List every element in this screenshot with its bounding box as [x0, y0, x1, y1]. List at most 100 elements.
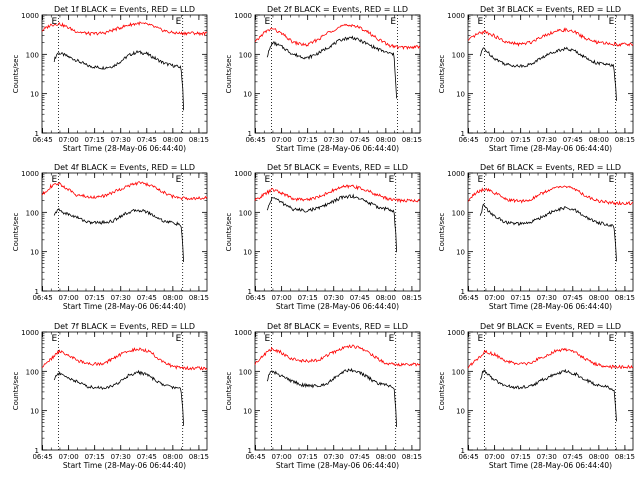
x-tick-label: 08:00 — [589, 453, 609, 461]
y-tick-label: 100 — [452, 209, 465, 217]
x-tick-label: 07:30 — [324, 294, 344, 302]
x-tick-label: 06:45 — [245, 453, 265, 461]
panel-title: Det 7f BLACK = Events, RED = LLD — [54, 322, 195, 331]
plot-frame — [254, 172, 421, 292]
x-tick-label: 07:00 — [272, 453, 292, 461]
panel-det-4: Det 4f BLACK = Events, RED = LLD 1 10 100 10… — [12, 163, 209, 311]
event-marker-label: E — [52, 17, 58, 27]
x-tick-label: 06:45 — [458, 136, 478, 144]
x-tick-label: 06:45 — [32, 453, 52, 461]
x-tick-label: 08:15 — [615, 136, 635, 144]
x-tick-label: 08:00 — [376, 136, 396, 144]
x-tick-label: 07:15 — [298, 453, 318, 461]
event-marker-label: E — [609, 175, 615, 185]
x-tick-label: 08:00 — [376, 453, 396, 461]
y-axis-label: Counts/sec — [225, 55, 233, 94]
x-axis-label: Start Time (28-May-06 06:44:40) — [489, 461, 612, 470]
x-tick-label: 08:15 — [189, 294, 209, 302]
x-axis-label: Start Time (28-May-06 06:44:40) — [63, 144, 186, 153]
x-tick-label: 07:00 — [485, 294, 505, 302]
x-tick-label: 07:00 — [59, 136, 79, 144]
x-tick-label: 08:15 — [189, 453, 209, 461]
panel-det-6: Det 6f BLACK = Events, RED = LLD 1 10 100 10… — [438, 163, 635, 311]
x-axis-label: Start Time (28-May-06 06:44:40) — [489, 302, 612, 311]
x-axis-label: Start Time (28-May-06 06:44:40) — [276, 144, 399, 153]
y-tick-label: 10 — [30, 249, 39, 257]
event-marker-label: E — [390, 17, 396, 27]
series-events — [479, 46, 617, 101]
event-marker-label: E — [176, 334, 182, 344]
x-tick-label: 07:15 — [511, 294, 531, 302]
series-events — [53, 50, 184, 111]
series-lld — [41, 21, 208, 37]
x-tick-label: 07:30 — [537, 453, 557, 461]
y-tick-label: 1000 — [447, 170, 465, 178]
x-axis-label: Start Time (28-May-06 06:44:40) — [276, 302, 399, 311]
panel-title: Det 5f BLACK = Events, RED = LLD — [267, 163, 408, 172]
x-tick-label: 08:15 — [189, 136, 209, 144]
x-tick-label: 06:45 — [458, 453, 478, 461]
y-tick-label: 100 — [239, 368, 252, 376]
x-tick-label: 07:00 — [485, 136, 505, 144]
series-lld — [467, 185, 634, 206]
panel-title: Det 4f BLACK = Events, RED = LLD — [54, 163, 195, 172]
series-events — [53, 369, 184, 426]
x-tick-label: 07:00 — [485, 453, 505, 461]
series-events — [53, 208, 184, 263]
y-tick-label: 1000 — [234, 170, 252, 178]
y-tick-label: 1 — [248, 130, 252, 138]
series-events — [266, 367, 397, 428]
panel-det-9: Det 9f BLACK = Events, RED = LLD 1 10 100 10… — [438, 322, 635, 470]
event-marker-label: E — [478, 17, 484, 27]
y-tick-label: 10 — [30, 408, 39, 416]
y-tick-label: 1 — [461, 288, 465, 296]
x-tick-label: 07:30 — [324, 136, 344, 144]
x-tick-label: 07:00 — [272, 294, 292, 302]
panel-title: Det 6f BLACK = Events, RED = LLD — [480, 163, 621, 172]
x-tick-label: 08:00 — [163, 453, 183, 461]
event-marker-label: E — [609, 17, 615, 27]
y-tick-label: 10 — [30, 91, 39, 99]
y-axis-label: Counts/sec — [12, 213, 20, 252]
event-marker-label: E — [389, 175, 395, 185]
x-tick-label: 07:15 — [298, 294, 318, 302]
y-tick-label: 1000 — [447, 329, 465, 337]
x-tick-label: 08:00 — [163, 294, 183, 302]
y-tick-label: 100 — [452, 368, 465, 376]
x-tick-label: 07:45 — [563, 294, 583, 302]
panel-title: Det 9f BLACK = Events, RED = LLD — [480, 322, 621, 331]
x-tick-label: 07:15 — [85, 136, 105, 144]
y-axis-label: Counts/sec — [12, 55, 20, 94]
y-tick-label: 1 — [248, 288, 252, 296]
plot-frame — [467, 172, 634, 292]
y-tick-label: 10 — [243, 249, 252, 257]
x-tick-label: 07:45 — [137, 294, 157, 302]
x-tick-label: 08:00 — [589, 294, 609, 302]
panel-title: Det 8f BLACK = Events, RED = LLD — [267, 322, 408, 331]
x-tick-label: 07:30 — [324, 453, 344, 461]
plot-frame — [41, 331, 208, 451]
x-tick-label: 07:00 — [59, 294, 79, 302]
x-tick-label: 07:00 — [59, 453, 79, 461]
event-marker-label: E — [176, 17, 182, 27]
series-lld — [254, 184, 421, 204]
x-tick-label: 07:45 — [350, 294, 370, 302]
x-tick-label: 07:45 — [350, 136, 370, 144]
y-tick-label: 100 — [26, 368, 39, 376]
x-tick-label: 07:30 — [111, 453, 131, 461]
x-tick-label: 08:00 — [589, 136, 609, 144]
event-marker-label: E — [265, 334, 271, 344]
plot-frame — [467, 14, 634, 134]
y-tick-label: 10 — [456, 408, 465, 416]
x-tick-label: 07:00 — [272, 136, 292, 144]
panel-det-8: Det 8f BLACK = Events, RED = LLD 1 10 100 10… — [225, 322, 422, 470]
panel-det-3: Det 3f BLACK = Events, RED = LLD 1 10 100 10… — [438, 5, 635, 153]
x-tick-label: 08:15 — [402, 136, 422, 144]
x-tick-label: 07:15 — [85, 453, 105, 461]
event-marker-label: E — [389, 334, 395, 344]
panel-title: Det 1f BLACK = Events, RED = LLD — [54, 5, 195, 14]
x-tick-label: 08:15 — [615, 294, 635, 302]
event-marker-label: E — [478, 175, 484, 185]
y-tick-label: 100 — [26, 209, 39, 217]
